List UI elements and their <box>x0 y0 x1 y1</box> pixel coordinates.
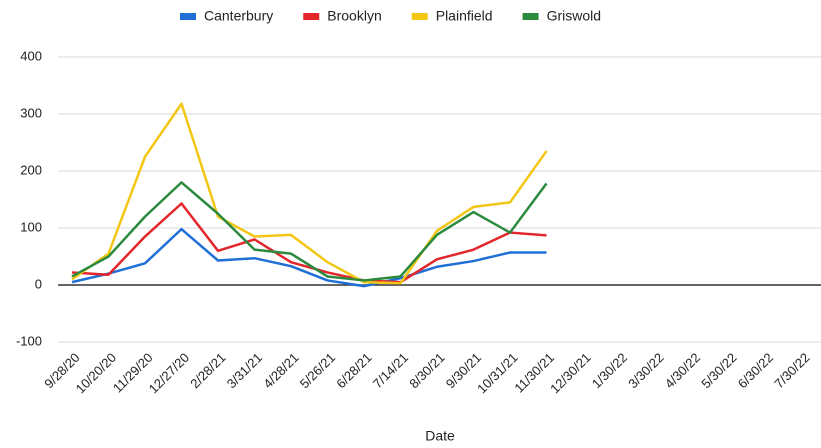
series-line <box>71 181 548 282</box>
y-tick-label: 100 <box>20 219 42 234</box>
legend-label: Griswold <box>547 8 601 24</box>
x-tick-label: 5/26/21 <box>297 350 338 391</box>
legend-label: Brooklyn <box>327 8 381 24</box>
x-tick-label: 7/30/22 <box>771 350 812 391</box>
x-tick-label: 5/30/22 <box>698 350 739 391</box>
y-tick-label: 200 <box>20 162 42 177</box>
x-tick-label: 4/28/21 <box>260 350 301 391</box>
x-tick-label: 3/30/22 <box>625 350 666 391</box>
x-axis-title: Date <box>425 428 455 444</box>
series-line <box>71 102 548 285</box>
legend-swatch <box>411 13 428 20</box>
series-line <box>71 227 547 288</box>
x-tick-label: 10/20/20 <box>73 350 119 396</box>
y-tick-label: -100 <box>16 333 42 348</box>
x-tick-label: 8/30/21 <box>406 350 447 391</box>
y-tick-label: 400 <box>20 48 42 63</box>
x-tick-label: 2/28/21 <box>187 350 228 391</box>
x-tick-label: 3/31/21 <box>224 350 265 391</box>
x-tick-label: 6/30/22 <box>735 350 776 391</box>
x-tick-label: 6/28/21 <box>333 350 374 391</box>
x-tick-label: 1/30/22 <box>589 350 630 391</box>
legend-label: Canterbury <box>204 8 273 24</box>
legend-swatch <box>303 13 320 20</box>
x-tick-label: 12/30/21 <box>547 350 593 396</box>
legend-swatch <box>180 13 196 20</box>
x-tick-label: 7/14/21 <box>370 350 411 391</box>
y-tick-label: 300 <box>20 105 42 120</box>
legend-label: Plainfield <box>436 8 493 24</box>
x-tick-label: 12/27/20 <box>146 350 192 396</box>
series-line <box>71 202 547 284</box>
x-tick-label: 10/31/21 <box>474 350 520 396</box>
y-tick-label: 0 <box>35 276 42 291</box>
legend-swatch <box>522 13 539 20</box>
x-tick-label: 4/30/22 <box>662 350 703 391</box>
